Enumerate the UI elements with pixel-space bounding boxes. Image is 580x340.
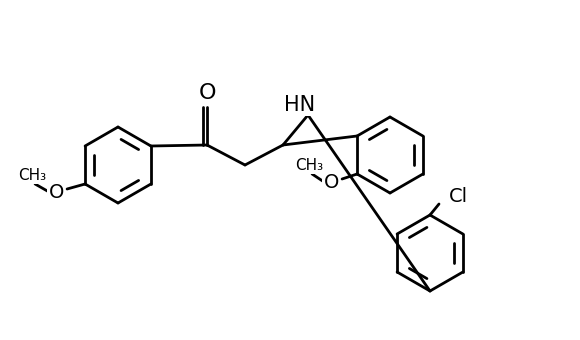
Text: CH₃: CH₃ xyxy=(295,158,323,173)
Text: O: O xyxy=(48,183,64,202)
Text: Cl: Cl xyxy=(449,187,468,206)
Text: O: O xyxy=(200,83,217,103)
Text: O: O xyxy=(324,172,339,191)
Text: HN: HN xyxy=(284,95,316,115)
Text: CH₃: CH₃ xyxy=(18,169,46,184)
